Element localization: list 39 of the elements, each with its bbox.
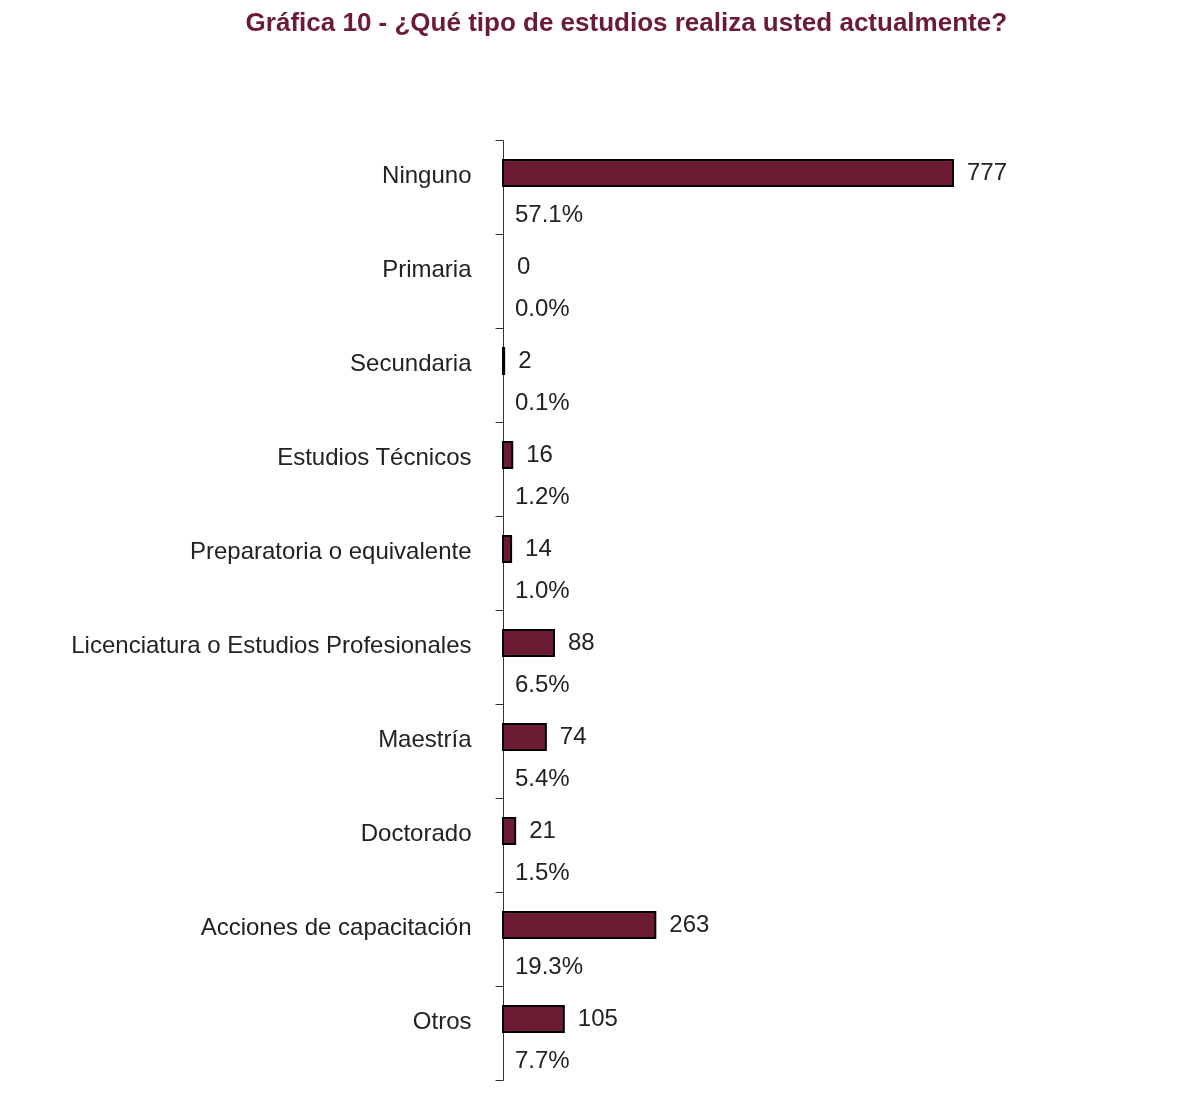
data-label: 105 <box>577 1004 618 1031</box>
y-tick-label: Primaria <box>382 254 473 282</box>
annotation: 0.1% <box>515 388 570 415</box>
data-label: 777 <box>967 158 1008 185</box>
annotation: 1.2% <box>515 482 570 509</box>
annotation: 0.0% <box>515 294 570 321</box>
data-label: 74 <box>559 722 587 749</box>
annotation: 19.3% <box>515 952 584 979</box>
bar <box>502 723 547 751</box>
data-label: 0 <box>517 252 531 279</box>
y-tick-label: Maestría <box>378 724 473 752</box>
data-label: 2 <box>518 346 532 373</box>
data-label: 263 <box>669 910 710 937</box>
y-tick-label: Ninguno <box>382 160 472 188</box>
y-tick-label: Acciones de capacitación <box>200 912 472 940</box>
annotation: 1.5% <box>515 858 570 885</box>
data-label: 16 <box>526 440 553 467</box>
annotation: 57.1% <box>515 200 584 227</box>
y-tick-label: Preparatoria o equivalente <box>189 536 472 564</box>
bar <box>502 1005 565 1033</box>
data-label: 14 <box>525 534 552 561</box>
y-tick-label: Estudios Técnicos <box>277 442 472 470</box>
y-tick-label: Licenciatura o Estudios Profesionales <box>71 630 472 658</box>
annotation: 7.7% <box>515 1046 570 1073</box>
data-label: 88 <box>567 628 595 655</box>
bar <box>502 441 514 469</box>
annotation: 6.5% <box>515 670 570 697</box>
bar <box>502 911 657 939</box>
bar <box>502 159 954 187</box>
y-tick-label: Secundaria <box>350 348 473 376</box>
data-label: 21 <box>529 816 556 843</box>
y-tick-label: Otros <box>412 1006 472 1034</box>
bar <box>502 535 513 563</box>
annotation: 1.0% <box>515 576 570 603</box>
bar <box>502 629 555 657</box>
y-tick-label: Doctorado <box>360 818 472 846</box>
chart-title: Gráfica 10 - ¿Qué tipo de estudios realiza usted actualmente? <box>245 7 1008 37</box>
annotation: 5.4% <box>515 764 570 791</box>
bar <box>502 817 517 845</box>
